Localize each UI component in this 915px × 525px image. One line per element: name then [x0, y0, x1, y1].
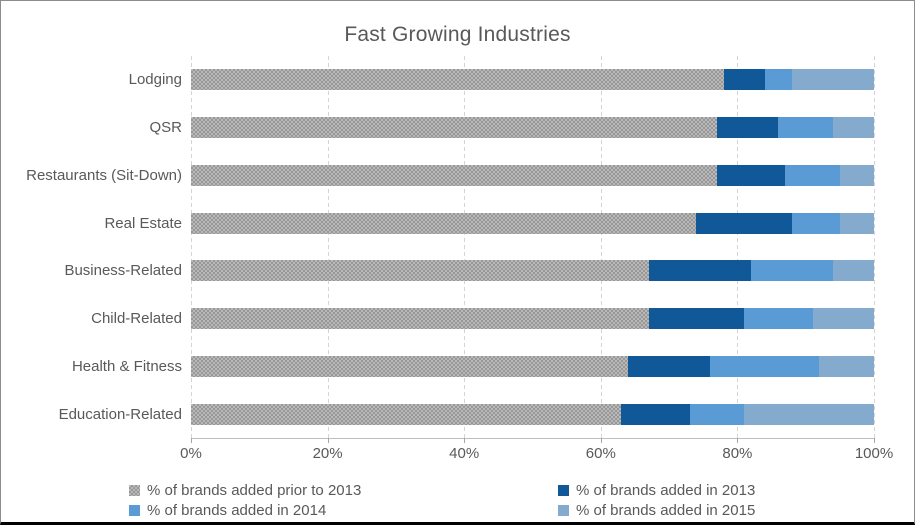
bar-row — [191, 199, 874, 247]
x-axis-label: 60% — [585, 445, 616, 462]
x-axis-label: 100% — [854, 445, 894, 462]
legend-label: % of brands added in 2015 — [576, 501, 756, 519]
bar-row — [191, 247, 874, 295]
bar-segment — [191, 260, 649, 282]
legend-swatch-icon — [558, 504, 569, 516]
stacked-bar — [191, 403, 874, 425]
bar-segment — [191, 164, 717, 186]
legend-swatch-icon — [558, 484, 569, 496]
bar-segment — [819, 355, 874, 377]
gridline — [191, 56, 192, 438]
bar-segment — [696, 212, 793, 234]
bar-segment — [648, 260, 752, 282]
bar-segment — [723, 69, 765, 91]
bar-segment — [191, 117, 717, 139]
bar-row — [191, 390, 874, 438]
y-axis-category-labels: Lodging QSR Restaurants (Sit-Down) Real Est… — [1, 56, 184, 438]
bar-segment — [839, 212, 874, 234]
bar-rows — [191, 56, 874, 438]
stacked-bar — [191, 117, 874, 139]
legend-label: % of brands added prior to 2013 — [147, 481, 362, 499]
stacked-bar — [191, 164, 874, 186]
bar-segment — [812, 308, 874, 330]
bar-segment — [833, 260, 874, 282]
gridline — [464, 56, 466, 438]
gridline — [600, 56, 602, 438]
bar-segment — [839, 164, 874, 186]
axis-tick — [191, 438, 192, 443]
bar-segment — [785, 164, 840, 186]
category-label: QSR — [149, 119, 182, 137]
category-label: Health & Fitness — [71, 357, 182, 375]
bar-row — [191, 295, 874, 343]
bar-row — [191, 343, 874, 391]
bar-segment — [191, 308, 649, 330]
axis-tick — [327, 438, 329, 443]
x-axis-label: 80% — [722, 445, 753, 462]
bar-row — [191, 104, 874, 152]
bar-segment — [716, 117, 779, 139]
x-axis-label: 0% — [180, 445, 202, 462]
category-label: Real Estate — [104, 214, 182, 232]
x-axis-label: 40% — [449, 445, 480, 462]
bar-segment — [191, 69, 724, 91]
stacked-bar — [191, 212, 874, 234]
category-label: Child-Related — [91, 310, 182, 328]
x-axis-ticks — [191, 438, 875, 444]
bar-segment — [764, 69, 793, 91]
axis-tick — [464, 438, 466, 443]
bar-segment — [833, 117, 874, 139]
bar-segment — [792, 212, 840, 234]
axis-tick — [874, 438, 875, 443]
bar-segment — [710, 355, 820, 377]
legend-swatch-icon — [129, 484, 140, 496]
legend-item: % of brands added in 2014 — [129, 501, 327, 519]
plot-area — [191, 56, 875, 438]
bar-row — [191, 152, 874, 200]
stacked-bar — [191, 260, 874, 282]
bar-segment — [716, 164, 786, 186]
legend-item: % of brands added in 2015 — [558, 501, 756, 519]
bar-segment — [648, 308, 745, 330]
legend-label: % of brands added in 2013 — [576, 481, 756, 499]
category-label: Lodging — [128, 71, 182, 89]
legend-label: % of brands added in 2014 — [147, 501, 327, 519]
bar-segment — [191, 403, 622, 425]
legend-item: % of brands added in 2013 — [558, 481, 756, 499]
stacked-bar — [191, 355, 874, 377]
gridline — [327, 56, 329, 438]
stacked-bar — [191, 69, 874, 91]
category-label: Restaurants (Sit-Down) — [26, 166, 182, 184]
bar-segment — [191, 212, 697, 234]
bar-segment — [689, 403, 745, 425]
legend-item: % of brands added prior to 2013 — [129, 481, 362, 499]
bar-segment — [778, 117, 833, 139]
bar-segment — [744, 308, 813, 330]
x-axis-line — [191, 438, 874, 439]
bar-row — [191, 56, 874, 104]
bar-segment — [191, 355, 629, 377]
bar-segment — [751, 260, 833, 282]
gridline — [737, 56, 739, 438]
axis-tick — [600, 438, 602, 443]
chart-title: Fast Growing Industries — [344, 23, 571, 46]
category-label: Education-Related — [58, 405, 182, 423]
stacked-bar — [191, 308, 874, 330]
bar-segment — [744, 403, 874, 425]
bar-segment — [628, 355, 711, 377]
axis-tick — [737, 438, 739, 443]
x-axis-label: 20% — [312, 445, 343, 462]
legend-swatch-icon — [129, 504, 140, 516]
bar-segment — [792, 69, 874, 91]
gridline — [874, 56, 875, 438]
bar-segment — [621, 403, 690, 425]
category-label: Business-Related — [64, 262, 182, 280]
x-axis-labels: 0% 20% 40% 60% 80% 100% — [180, 445, 893, 463]
